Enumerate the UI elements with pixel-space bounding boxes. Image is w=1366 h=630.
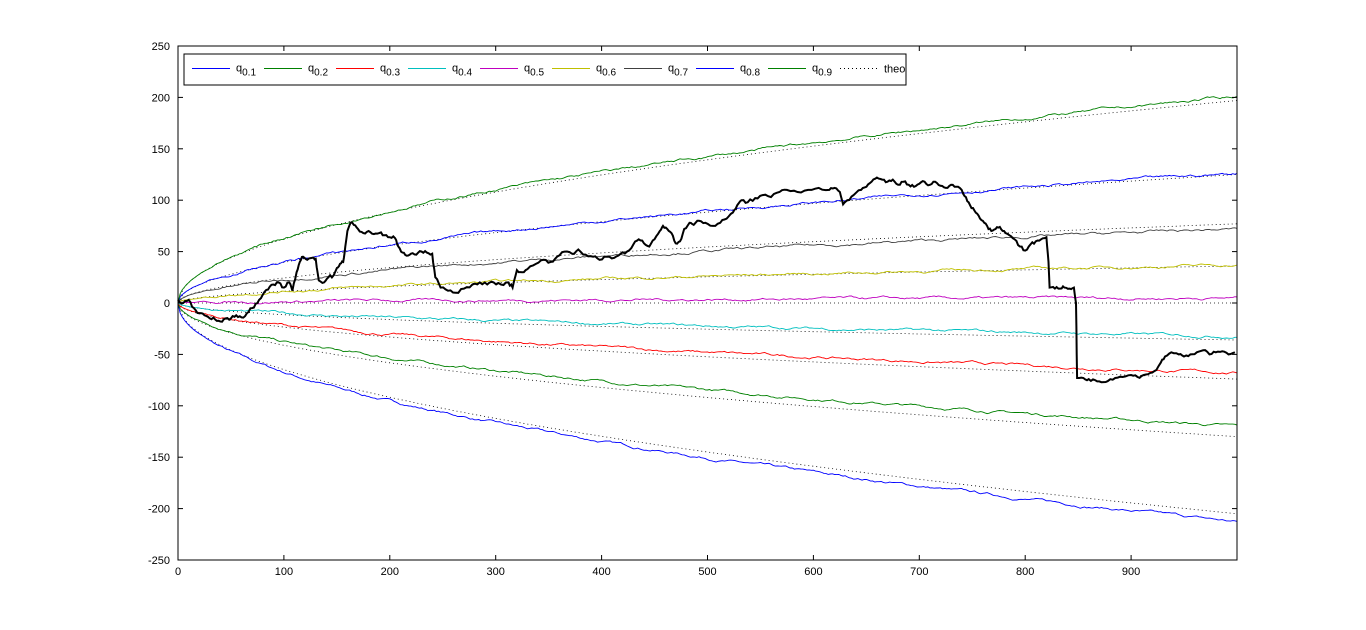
y-tick-label: -250 <box>148 555 170 567</box>
y-tick-label: -50 <box>154 349 170 361</box>
series-q2 <box>177 302 1238 427</box>
y-tick-label: 50 <box>158 247 170 259</box>
x-tick-label: 300 <box>487 566 505 578</box>
x-tick-label: 600 <box>804 566 822 578</box>
y-tick-label: -100 <box>148 401 170 413</box>
x-tick-label: 900 <box>1122 566 1140 578</box>
sample-path-line <box>177 176 1236 384</box>
series-q9 <box>177 95 1238 304</box>
legend-box <box>183 53 907 86</box>
sample-path <box>177 176 1236 384</box>
y-tick-label: 200 <box>152 92 170 104</box>
series-q6 <box>177 263 1238 304</box>
x-tick-label: 500 <box>698 566 716 578</box>
series-q1 <box>177 302 1238 522</box>
x-tick-label: 100 <box>275 566 293 578</box>
y-tick-label: -200 <box>148 504 170 516</box>
y-tick-label: 150 <box>152 144 170 156</box>
y-tick-label: 100 <box>152 195 170 207</box>
series-q5 <box>177 295 1238 305</box>
theo-curve-q2 <box>177 302 1238 437</box>
x-tick-label: 400 <box>592 566 610 578</box>
y-tick-label: 0 <box>164 298 170 310</box>
quantile-series <box>177 95 1238 522</box>
legend: q0.1 q0.2 q0.3 q0.4 q0.5 q0.6 q0.7 q0.8 q0.9 theo <box>183 53 907 86</box>
series-q4 <box>177 302 1237 339</box>
series-q8 <box>177 172 1238 304</box>
y-tick-label: -150 <box>148 452 170 464</box>
theo-curve-q9 <box>177 100 1238 304</box>
x-tick-label: 700 <box>910 566 928 578</box>
series-q7 <box>177 227 1238 304</box>
x-tick-label: 800 <box>1016 566 1034 578</box>
theo-curve-q3 <box>177 302 1238 380</box>
x-tick-label: 0 <box>175 566 181 578</box>
theo-curve-q7 <box>177 223 1238 304</box>
y-tick-label: 250 <box>152 41 170 53</box>
series-q3 <box>177 302 1238 375</box>
theo-curve-q8 <box>177 174 1238 304</box>
theo-curves <box>177 100 1238 515</box>
legend-label-theo: theo <box>884 64 905 76</box>
axis-ticks: 0 100 200 300 400 500 600 700 800 900-250-200-150… <box>148 41 1237 578</box>
x-tick-label: 200 <box>381 566 399 578</box>
